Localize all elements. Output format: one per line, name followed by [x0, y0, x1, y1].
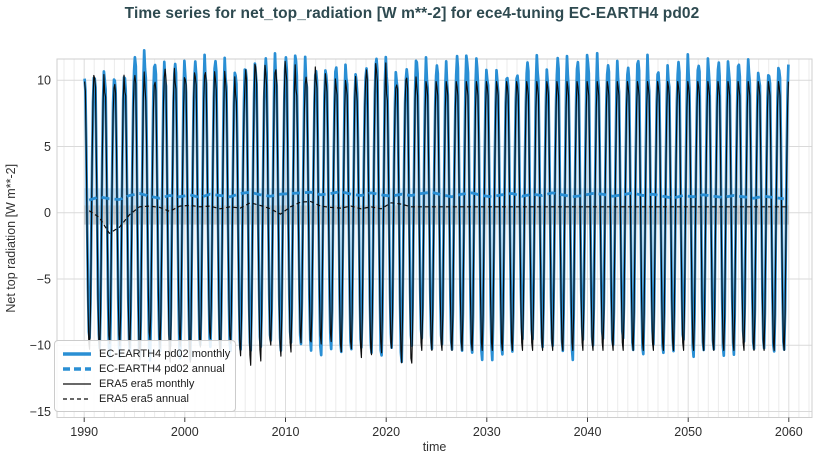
legend-item-3: ERA5 era5 annual — [62, 391, 227, 406]
band-1 — [84, 205, 789, 225]
x-tick-label: 2030 — [473, 425, 501, 439]
legend-line-sample-icon — [63, 397, 91, 400]
y-tick-label: 10 — [37, 74, 51, 88]
x-tick-label: 2010 — [272, 425, 300, 439]
legend-label: EC-EARTH4 pd02 annual — [99, 362, 225, 375]
plot-spines — [56, 58, 813, 418]
y-tick-label: −10 — [30, 339, 51, 353]
x-axis-label: time — [423, 440, 447, 454]
y-tick-label: −5 — [37, 272, 51, 286]
x-tick-label: 2050 — [674, 425, 702, 439]
x-tick-label: 2060 — [775, 425, 803, 439]
legend-line-sample-icon — [63, 382, 91, 385]
series-ec-earth4-pd02-annual — [88, 190, 784, 202]
legend-item-2: ERA5 era5 monthly — [62, 376, 227, 391]
x-tick-label: 2000 — [171, 425, 199, 439]
legend-label: EC-EARTH4 pd02 monthly — [99, 347, 231, 360]
legend-line-sample-icon — [63, 366, 91, 371]
series-era5-era5-monthly — [84, 60, 789, 366]
x-tick-label: 2040 — [574, 425, 602, 439]
y-tick-label: 5 — [44, 140, 51, 154]
legend: EC-EARTH4 pd02 monthly EC-EARTH4 pd02 ann… — [54, 340, 236, 412]
chart-title: Time series for net_top_radiation [W m**… — [124, 5, 700, 22]
legend-label: ERA5 era5 annual — [99, 392, 189, 405]
y-tick-label: 0 — [44, 206, 51, 220]
x-tick-label: 1990 — [70, 425, 98, 439]
x-tick-label: 2020 — [372, 425, 400, 439]
legend-item-1: EC-EARTH4 pd02 annual — [62, 361, 227, 376]
series-era5-era5-annual — [88, 200, 789, 234]
band-0 — [84, 188, 789, 206]
y-axis-label: Net top radiation [W m**-2] — [4, 164, 18, 313]
legend-label: ERA5 era5 monthly — [99, 377, 195, 390]
y-tick-label: −15 — [30, 405, 51, 419]
legend-line-sample-icon — [63, 351, 91, 356]
legend-item-0: EC-EARTH4 pd02 monthly — [62, 346, 231, 361]
